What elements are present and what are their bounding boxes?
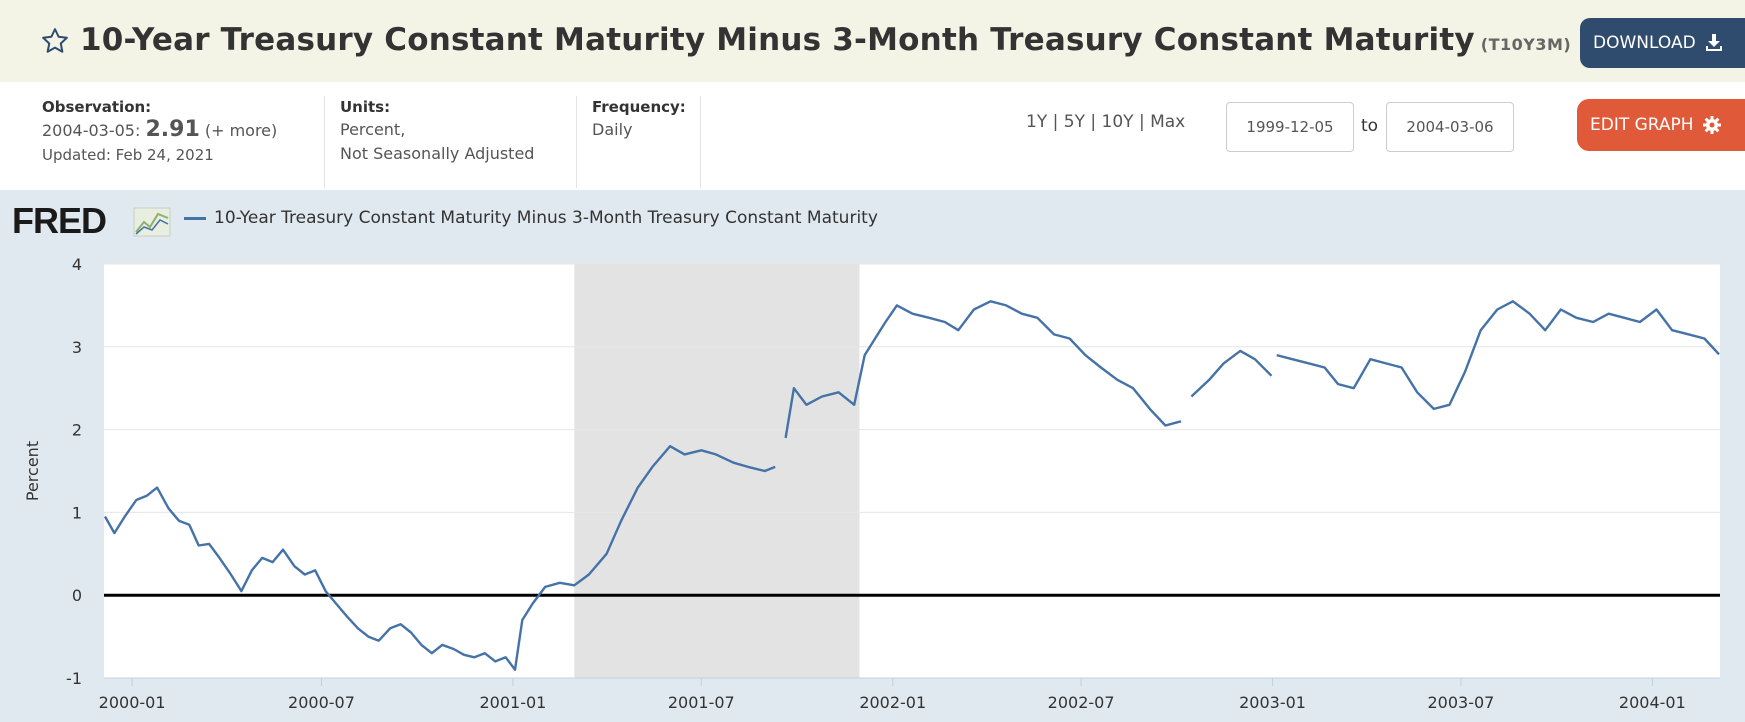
plot-area [104,264,1720,678]
x-tick-label: 2003-01 [1239,693,1306,712]
star-icon[interactable] [40,26,70,56]
date-to-label: to [1361,116,1379,136]
range-1y[interactable]: 1Y [1026,112,1048,132]
x-tick-label: 2002-07 [1048,693,1115,712]
frequency-block: Frequency: Daily [592,96,686,142]
observation-block: Observation: 2004-03-05: 2.91 (+ more) U… [42,96,277,167]
edit-graph-label: EDIT GRAPH [1590,115,1694,135]
chart-legend: 10-Year Treasury Constant Maturity Minus… [184,208,878,228]
title-bar [0,0,1745,82]
range-5y[interactable]: 5Y [1063,112,1085,132]
units-label: Units: [340,98,391,116]
meta-divider [324,96,325,188]
series-line [784,300,1182,439]
meta-divider [700,96,701,188]
updated-date: Updated: Feb 24, 2021 [42,146,214,164]
y-tick-label: 2 [72,421,82,440]
x-tick-label: 2003-07 [1427,693,1494,712]
x-tick-label: 2004-01 [1619,693,1686,712]
range-10y[interactable]: 10Y [1101,112,1134,132]
chart-mini-icon [133,207,171,237]
frequency-value: Daily [592,120,633,139]
series-line [1276,300,1720,411]
y-axis-label: Percent [23,441,42,501]
y-tick-label: 1 [72,503,82,522]
y-tick-label: 3 [72,338,82,357]
observation-more-link[interactable]: (+ more) [204,121,278,140]
y-tick-label: 4 [72,255,82,274]
download-button[interactable]: DOWNLOAD [1580,18,1745,68]
x-tick-label: 2001-07 [668,693,735,712]
fred-logo-text: FRED [12,200,106,240]
observation-date: 2004-03-05: [42,121,141,140]
units-line-2: Not Seasonally Adjusted [340,144,535,163]
download-label: DOWNLOAD [1593,33,1696,53]
meta-divider [576,96,577,188]
x-tick-label: 2001-01 [480,693,547,712]
units-block: Units: Percent, Not Seasonally Adjusted [340,96,534,166]
series-id: (T10Y3M) [1480,35,1572,54]
edit-graph-button[interactable]: EDIT GRAPH [1577,99,1745,151]
range-separator: | [1052,112,1059,132]
y-tick-label: -1 [66,669,82,688]
series-line [1190,349,1273,398]
download-icon [1705,34,1722,51]
range-separator: | [1090,112,1097,132]
frequency-label: Frequency: [592,98,686,116]
y-tick-label: 0 [72,586,82,605]
x-tick-label: 2000-07 [288,693,355,712]
x-tick-label: 2002-01 [859,693,926,712]
range-max[interactable]: Max [1150,112,1186,132]
date-to-input[interactable]: 2004-03-06 [1386,102,1514,152]
range-selector: 1Y | 5Y | 10Y | Max [1026,112,1185,132]
units-line-1: Percent, [340,120,406,139]
legend-label: 10-Year Treasury Constant Maturity Minus… [214,208,878,228]
series-line [103,445,776,671]
legend-swatch [184,216,206,220]
x-tick-label: 2000-01 [99,693,166,712]
observation-value: 2.91 [145,117,200,142]
recession-shading [574,264,860,678]
series-title: 10-Year Treasury Constant Maturity Minus… [80,22,1475,58]
fred-logo: FRED [12,200,172,244]
observation-label: Observation: [42,98,152,116]
fred-logo-graphic: FRED [12,200,171,241]
date-from-input[interactable]: 1999-12-05 [1226,102,1354,152]
page-title: 10-Year Treasury Constant Maturity Minus… [80,22,1571,58]
gear-icon [1702,116,1721,134]
range-separator: | [1138,112,1145,132]
